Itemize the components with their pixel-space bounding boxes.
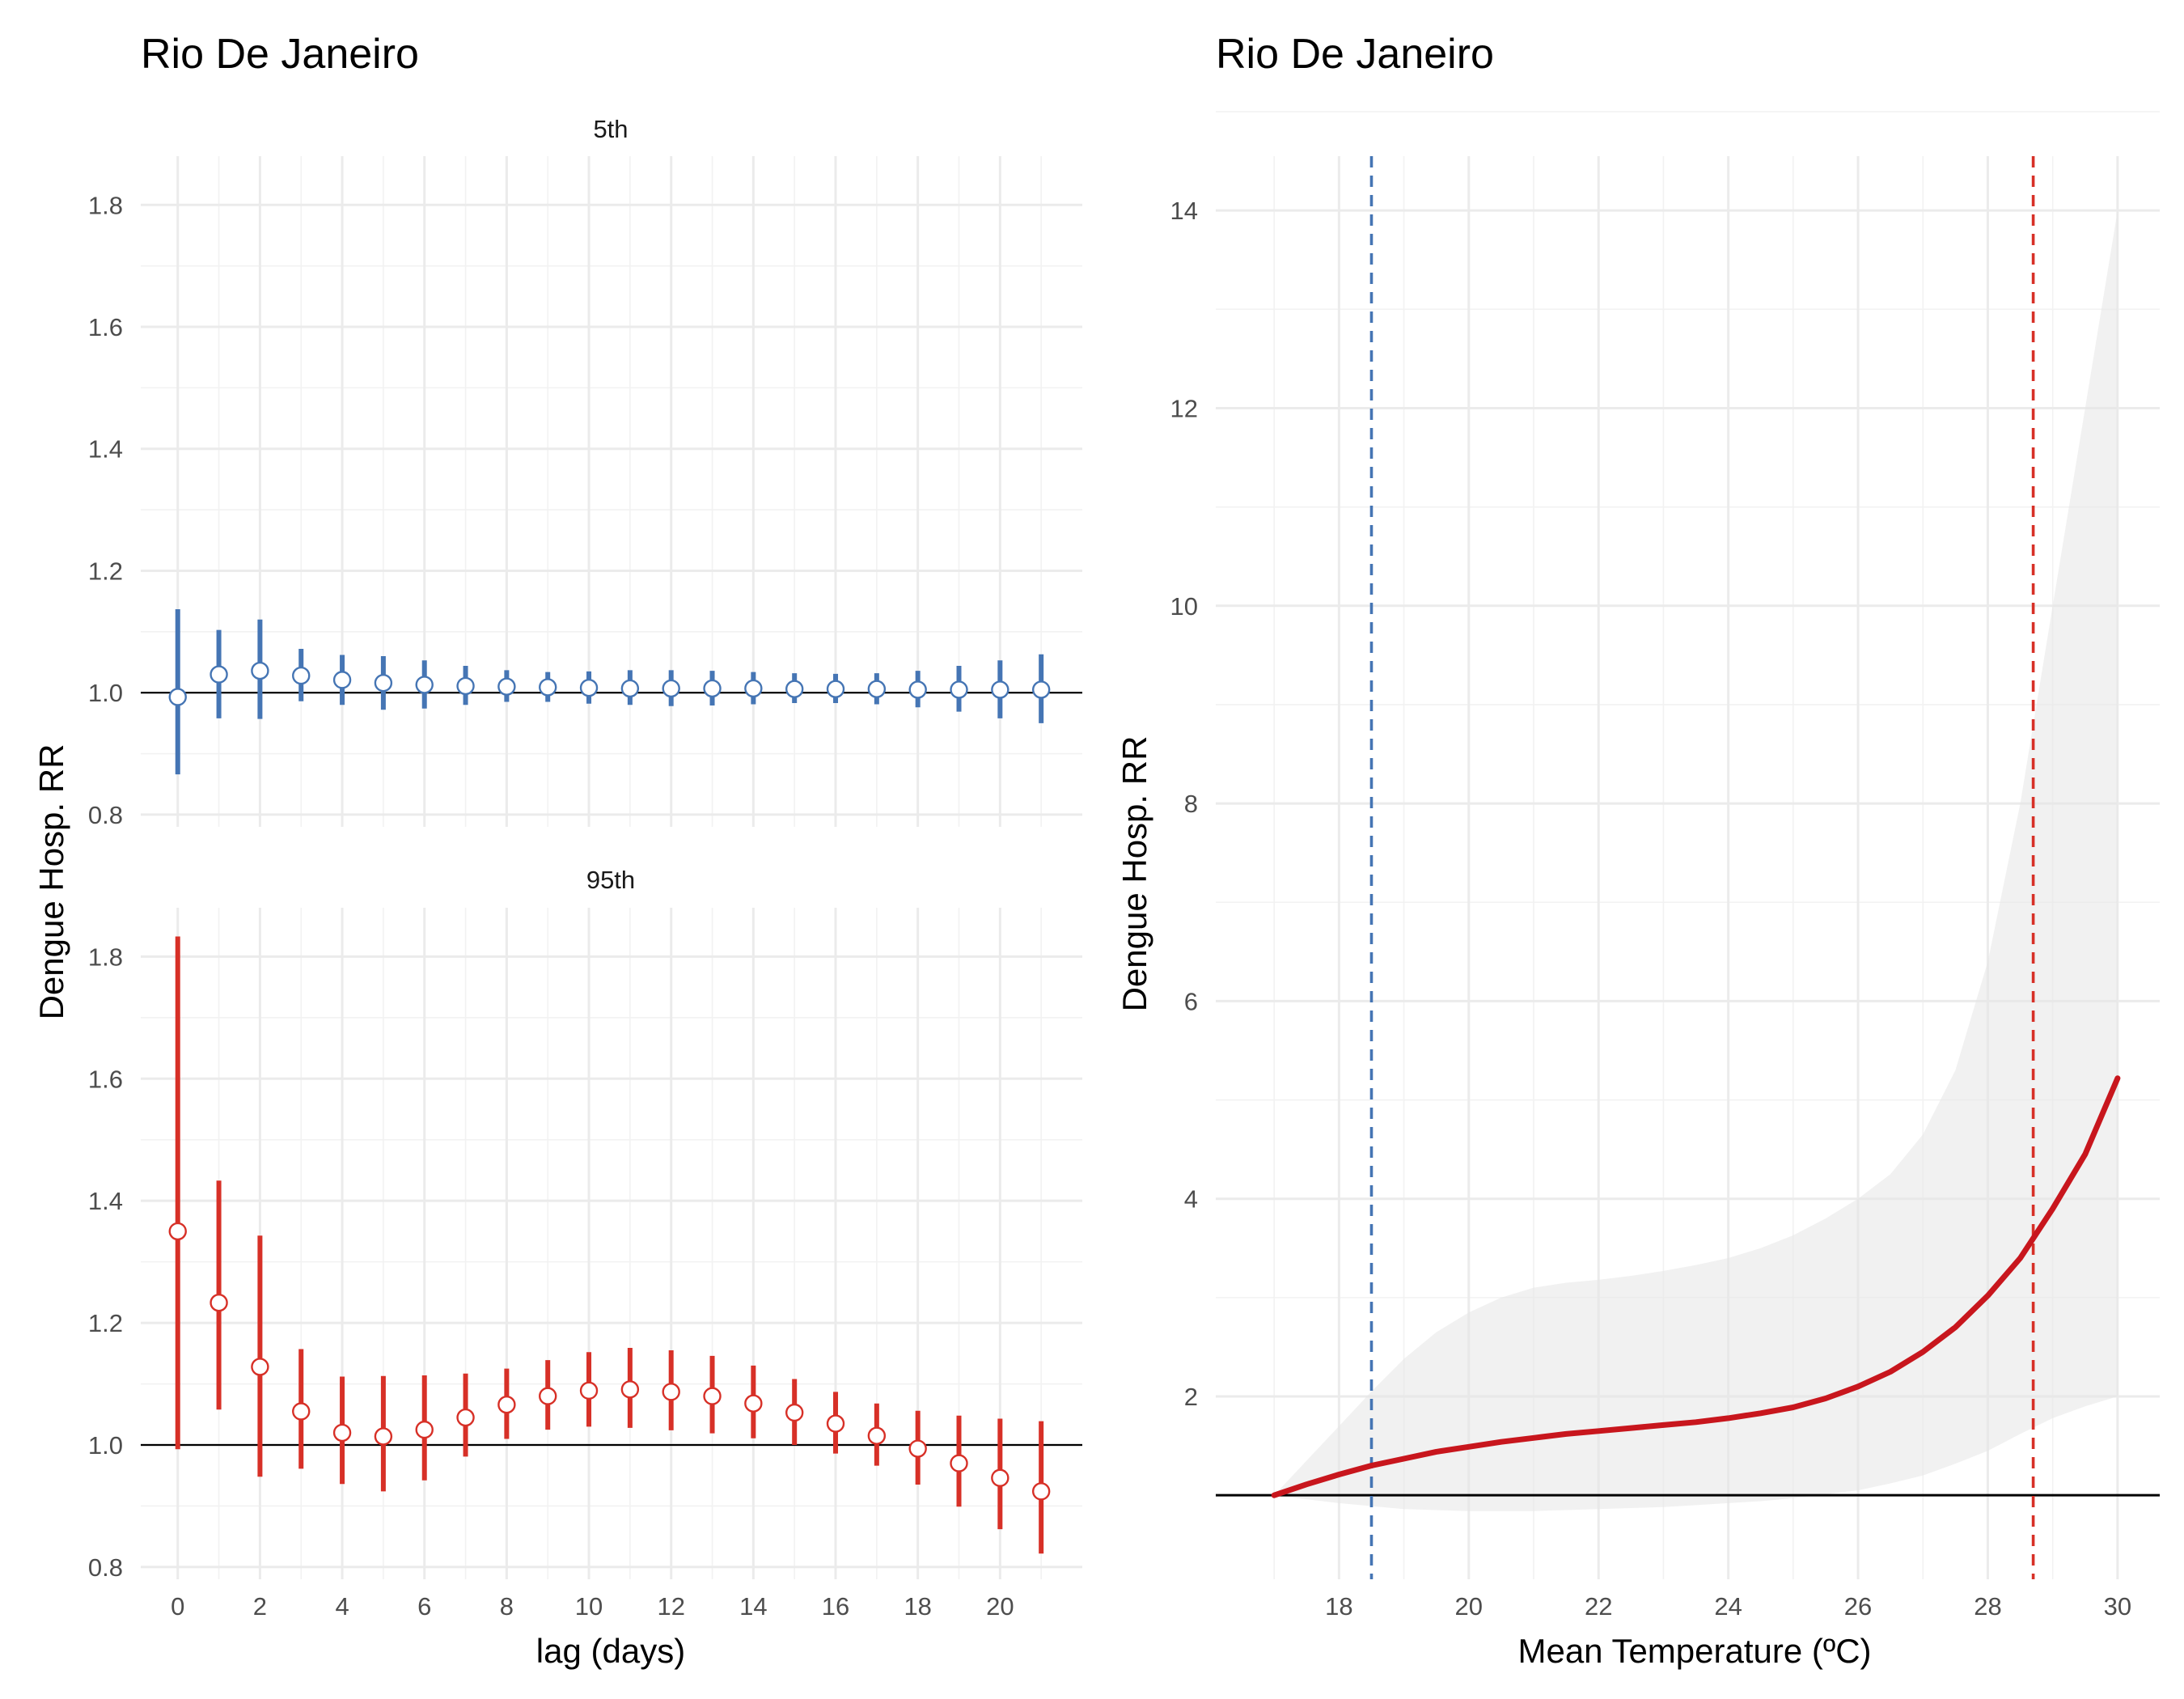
estimate-point	[950, 680, 968, 699]
lag-response-chart: Rio De Janeiro 5th 0.8 1.0 1.2 1.4 1.6 1.8 95…	[32, 31, 1082, 1670]
estimate-point	[662, 679, 680, 698]
x-tick-label: 28	[1974, 1592, 2001, 1621]
x-tick-label: 18	[904, 1592, 931, 1621]
x-tick-label: 20	[986, 1592, 1014, 1621]
y-tick-label: 8	[1184, 790, 1198, 818]
facet-strip-95th: 95th	[586, 866, 635, 894]
estimate-point	[908, 1439, 927, 1458]
estimate-point	[950, 1454, 968, 1472]
y-tick-label: 1.8	[88, 943, 123, 971]
y-tick-label: 1.0	[88, 679, 123, 707]
estimate-point	[826, 680, 845, 698]
x-tick-label: 14	[739, 1592, 767, 1621]
estimate-point	[662, 1383, 680, 1401]
facet-strip-5th: 5th	[593, 115, 628, 143]
x-tick-label: 18	[1325, 1592, 1352, 1621]
estimate-point	[1031, 680, 1051, 699]
y-tick-label: 1.8	[88, 191, 123, 219]
estimate-point	[415, 676, 434, 694]
x-tick-label: 2	[253, 1592, 267, 1621]
estimate-point	[744, 1394, 763, 1413]
y-tick-label: 1.2	[88, 557, 123, 585]
estimate-point	[785, 680, 804, 698]
y-tick-label: 1.6	[88, 1065, 123, 1093]
estimate-point	[415, 1420, 434, 1439]
estimate-point	[867, 680, 887, 698]
y-tick-label: 1.4	[88, 1187, 123, 1215]
x-tick-label: 12	[657, 1592, 684, 1621]
x-tick-label: 16	[822, 1592, 849, 1621]
estimate-point	[497, 1395, 516, 1414]
y-tick-label: 12	[1170, 394, 1198, 422]
rr-curve	[1271, 1075, 2121, 1498]
left-chart-title: Rio De Janeiro	[141, 31, 419, 78]
estimate-point	[579, 1381, 599, 1400]
y-tick-label: 0.8	[88, 1553, 123, 1582]
estimate-point	[620, 1380, 640, 1399]
estimate-point	[332, 1423, 352, 1443]
estimate-point	[374, 673, 393, 693]
estimate-point	[539, 1387, 557, 1405]
x-tick-label: 22	[1585, 1592, 1612, 1621]
confidence-ribbon	[1274, 210, 2118, 1511]
estimate-point	[168, 1222, 187, 1241]
right-chart-title: Rio De Janeiro	[1216, 31, 1494, 78]
y-tick-label: 1.4	[88, 435, 123, 464]
left-x-axis-label: lag (days)	[536, 1632, 685, 1670]
y-tick-label: 14	[1170, 197, 1198, 225]
right-y-axis-label: Dengue Hosp. RR	[1115, 736, 1153, 1012]
estimate-point	[785, 1403, 804, 1422]
estimate-point	[579, 678, 599, 697]
facet-panel-95th: 0.8 1.0 1.2 1.4 1.6 1.8	[88, 908, 1082, 1582]
estimate-point	[703, 1387, 722, 1405]
estimate-point	[210, 665, 228, 684]
y-tick-label: 6	[1184, 987, 1198, 1015]
y-tick-label: 1.2	[88, 1309, 123, 1337]
estimate-point	[497, 677, 516, 696]
y-tick-label: 4	[1184, 1185, 1198, 1214]
estimate-point	[991, 680, 1009, 699]
facet-panel-5th: 0.8 1.0 1.2 1.4 1.6 1.8	[88, 156, 1082, 829]
y-tick-label: 2	[1184, 1383, 1198, 1411]
estimate-point	[251, 1358, 269, 1376]
lag-x-axis-ticks: 0 2 4 6 8 10 12 14 16 18 20	[171, 1592, 1014, 1621]
estimate-point	[292, 1402, 311, 1421]
estimate-point	[620, 679, 640, 698]
x-tick-label: 24	[1714, 1592, 1742, 1621]
estimate-point	[744, 679, 763, 698]
estimate-point	[456, 1408, 475, 1427]
estimate-point	[251, 661, 269, 680]
y-tick-label: 1.0	[88, 1431, 123, 1460]
estimate-point	[292, 666, 311, 685]
estimate-point	[908, 680, 927, 699]
estimate-point	[867, 1426, 887, 1445]
estimate-point	[991, 1468, 1009, 1487]
estimate-point	[374, 1427, 393, 1446]
x-tick-label: 10	[575, 1592, 603, 1621]
estimate-point	[826, 1414, 845, 1433]
x-tick-label: 0	[171, 1592, 184, 1621]
x-tick-label: 6	[417, 1592, 431, 1621]
estimate-point	[332, 671, 352, 689]
estimate-point	[703, 679, 722, 698]
estimate-point	[1031, 1482, 1051, 1501]
x-tick-label: 20	[1455, 1592, 1483, 1621]
y-tick-label: 1.6	[88, 313, 123, 341]
right-x-axis-label: Mean Temperature (ºC)	[1517, 1632, 1871, 1670]
x-tick-label: 4	[335, 1592, 349, 1621]
left-y-axis-label: Dengue Hosp. RR	[32, 744, 70, 1020]
y-tick-label: 10	[1170, 592, 1198, 621]
x-tick-label: 26	[1844, 1592, 1872, 1621]
estimate-point	[539, 678, 557, 697]
x-tick-label: 8	[500, 1592, 514, 1621]
x-tick-label: 30	[2104, 1592, 2131, 1621]
estimate-point	[210, 1293, 228, 1312]
y-tick-label: 0.8	[88, 801, 123, 829]
estimate-point	[456, 676, 475, 696]
estimate-point	[168, 688, 187, 706]
